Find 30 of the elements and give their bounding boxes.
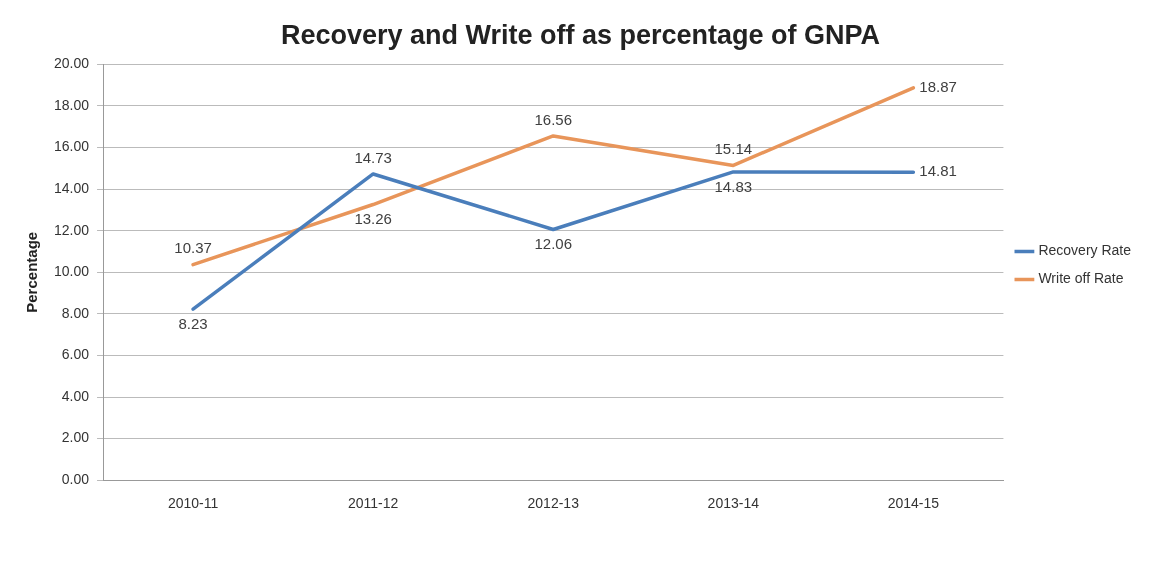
data-label: 13.26: [354, 210, 392, 228]
x-tick-label: 2014-15: [887, 495, 940, 512]
y-tick-label: 12.00: [53, 221, 90, 238]
y-tick-label: 14.00: [53, 180, 90, 196]
y-tick-label: 8.00: [61, 304, 90, 321]
data-label: 15.14: [714, 140, 753, 158]
data-label: 10.37: [174, 239, 212, 257]
x-tick-label: 2012-13: [527, 495, 580, 512]
y-tick-label: 4.00: [61, 387, 90, 404]
y-tick-label: 6.00: [61, 346, 90, 363]
x-tick-label: 2011-12: [347, 495, 399, 512]
chart-title: Recovery and Write off as percentage of GNPA: [280, 19, 881, 50]
data-label: 14.83: [714, 177, 753, 195]
y-axis-title: Percentage: [23, 231, 41, 313]
y-tick-label: 10.00: [53, 263, 90, 280]
data-label: 18.87: [919, 78, 957, 96]
y-tick-label: 2.00: [61, 429, 90, 446]
legend-label: Write off Rate: [1038, 270, 1124, 287]
y-tick-label: 20.00: [53, 55, 90, 72]
data-label: 16.56: [534, 110, 572, 128]
data-label: 8.23: [178, 314, 208, 332]
y-tick-label: 16.00: [53, 138, 90, 155]
data-label: 12.06: [534, 235, 572, 253]
y-tick-label: 18.00: [53, 96, 90, 113]
legend-label: Recovery Rate: [1038, 242, 1132, 259]
x-tick-label: 2010-11: [167, 495, 219, 512]
data-label: 14.81: [919, 162, 957, 180]
x-tick-label: 2013-14: [707, 495, 760, 512]
y-tick-label: 0.00: [61, 471, 90, 488]
data-label: 14.73: [354, 148, 392, 166]
